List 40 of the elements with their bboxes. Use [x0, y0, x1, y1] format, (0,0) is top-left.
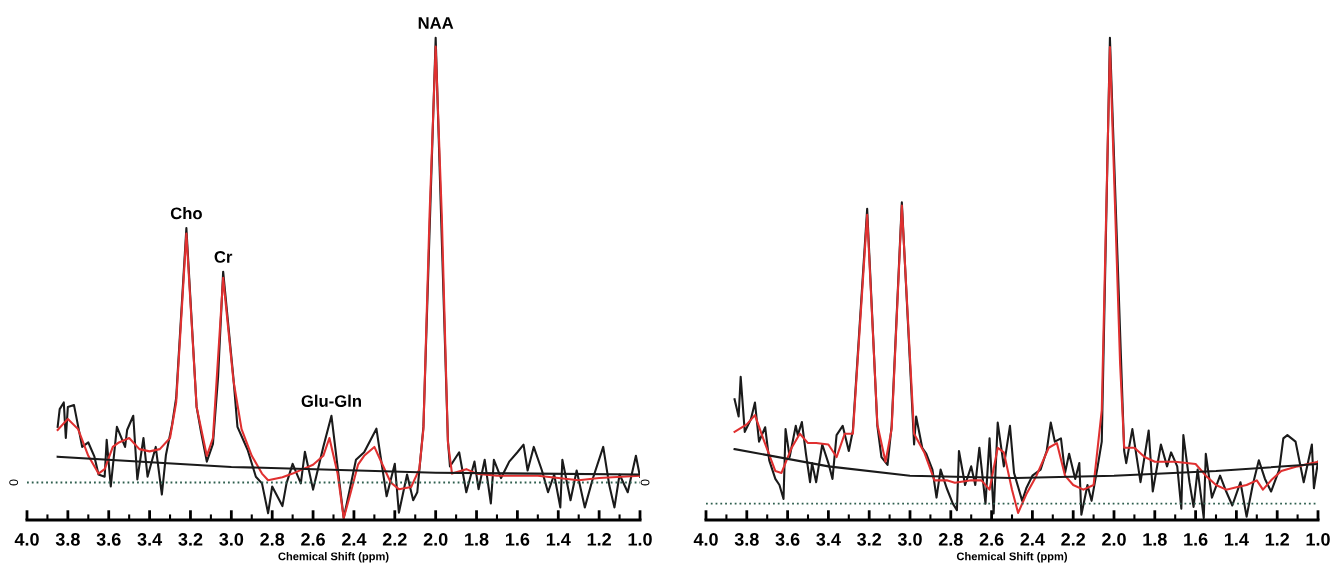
text: 0	[9, 479, 19, 486]
x-axis-title: Chemical Shift (ppm)	[956, 552, 1068, 563]
x-axis-title: Chemical Shift (ppm)	[278, 552, 389, 563]
x-tick-label: 3.6	[96, 532, 121, 546]
x-tick-label: 3.8	[734, 532, 759, 546]
x-tick-label: 3.2	[857, 532, 882, 546]
x-tick-label: 1.2	[1265, 532, 1290, 546]
x-tick-label: 4.0	[14, 532, 39, 546]
x-tick-label: 2.6	[979, 532, 1004, 546]
x-tick-label: 1.4	[1224, 533, 1249, 546]
x-tick-label: 1.6	[1184, 532, 1208, 546]
x-tick-label: 1.0	[628, 532, 652, 546]
x-tick-label: 1.0	[1306, 532, 1330, 546]
annotation: Cho	[170, 206, 202, 220]
x-tick-label: 1.6	[505, 532, 530, 546]
x-tick-label: 1.4	[546, 533, 571, 546]
x-tick-label: 1.8	[465, 532, 489, 546]
x-tick-label: 2.8	[938, 532, 963, 546]
x-tick-label: 1.2	[587, 532, 611, 546]
annotation: Glu-Gln	[301, 394, 361, 407]
x-tick-label: 2.8	[260, 532, 285, 546]
x-tick-label: 2.2	[1061, 532, 1086, 546]
x-tick-label: 2.4	[1020, 532, 1045, 546]
x-tick-label: 2.2	[382, 532, 407, 546]
x-tick-label: 4.0	[693, 532, 718, 546]
x-tick-label: 3.4	[137, 532, 163, 546]
x-tick-label: 1.8	[1143, 532, 1167, 546]
x-tick-label: 3.6	[775, 532, 800, 546]
x-tick-label: 2.6	[301, 532, 325, 546]
x-tick-label: 2.0	[423, 532, 448, 546]
annotation: Cr	[214, 251, 233, 263]
x-tick-label: 3.2	[178, 532, 203, 546]
x-tick-label: 2.4	[342, 532, 367, 546]
ref-line-label: 0	[640, 479, 650, 486]
x-tick-label: 2.0	[1102, 532, 1126, 546]
x-tick-label: 3.8	[55, 532, 80, 546]
annotation: NAA	[418, 17, 454, 29]
x-tick-label: 3.0	[897, 532, 922, 546]
x-tick-label: 3.4	[816, 532, 841, 546]
x-tick-label: 3.0	[219, 532, 244, 546]
